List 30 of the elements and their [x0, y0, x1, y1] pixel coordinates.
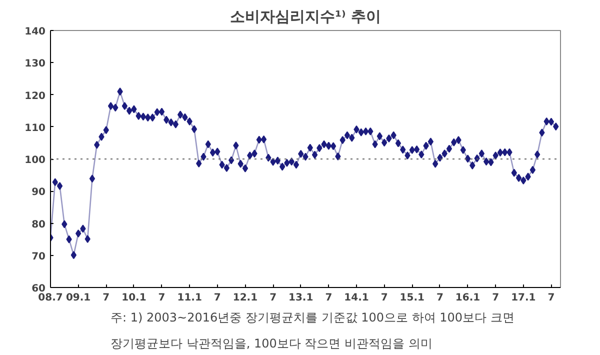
x-tick-label: 7 — [214, 292, 221, 304]
y-tick-label: 70 — [32, 251, 46, 262]
x-tick-label: 13.1 — [288, 292, 314, 304]
x-tick-label: 15.1 — [400, 292, 425, 304]
y-tick-label: 120 — [24, 90, 46, 102]
y-tick-label: 100 — [24, 155, 46, 166]
y-tick-label: 90 — [32, 187, 46, 198]
x-tick-label: 7 — [325, 292, 332, 304]
x-tick-label: 7 — [158, 292, 166, 304]
x-tick-label: 7 — [548, 292, 555, 304]
x-tick-label: 12.1 — [232, 292, 258, 304]
x-tick-label: 11.1 — [177, 292, 202, 304]
x-tick-label: 7 — [436, 292, 444, 304]
x-tick-label: 7 — [380, 292, 388, 304]
chart-title: 소비자심리지수¹⁾ 추이 — [230, 8, 382, 26]
y-tick-label: 130 — [24, 58, 46, 70]
x-tick-label: 17.1 — [511, 292, 536, 304]
y-tick-label: 140 — [24, 26, 46, 38]
x-tick-label: 7 — [102, 292, 110, 304]
y-tick-label: 60 — [32, 284, 46, 294]
x-tick-label: 14.1 — [344, 292, 369, 304]
x-tick-label: 10.1 — [122, 292, 146, 304]
x-tick-label: 08.7 — [38, 292, 63, 304]
text: 주: 1) 2003~2016년중 장기평균치를 기준값 100으로 하여 100보다 크면 장기평균보다 낙관적임을, 100보다 작으면 비관적임을 의미 — [110, 310, 514, 350]
x-tick-label: 7 — [270, 292, 277, 304]
y-tick-label: 80 — [32, 219, 46, 230]
x-tick-label: 16.1 — [455, 292, 480, 304]
x-tick-label: 7 — [492, 292, 500, 304]
y-tick-label: 110 — [24, 122, 46, 134]
x-tick-label: 09.1 — [66, 292, 91, 304]
